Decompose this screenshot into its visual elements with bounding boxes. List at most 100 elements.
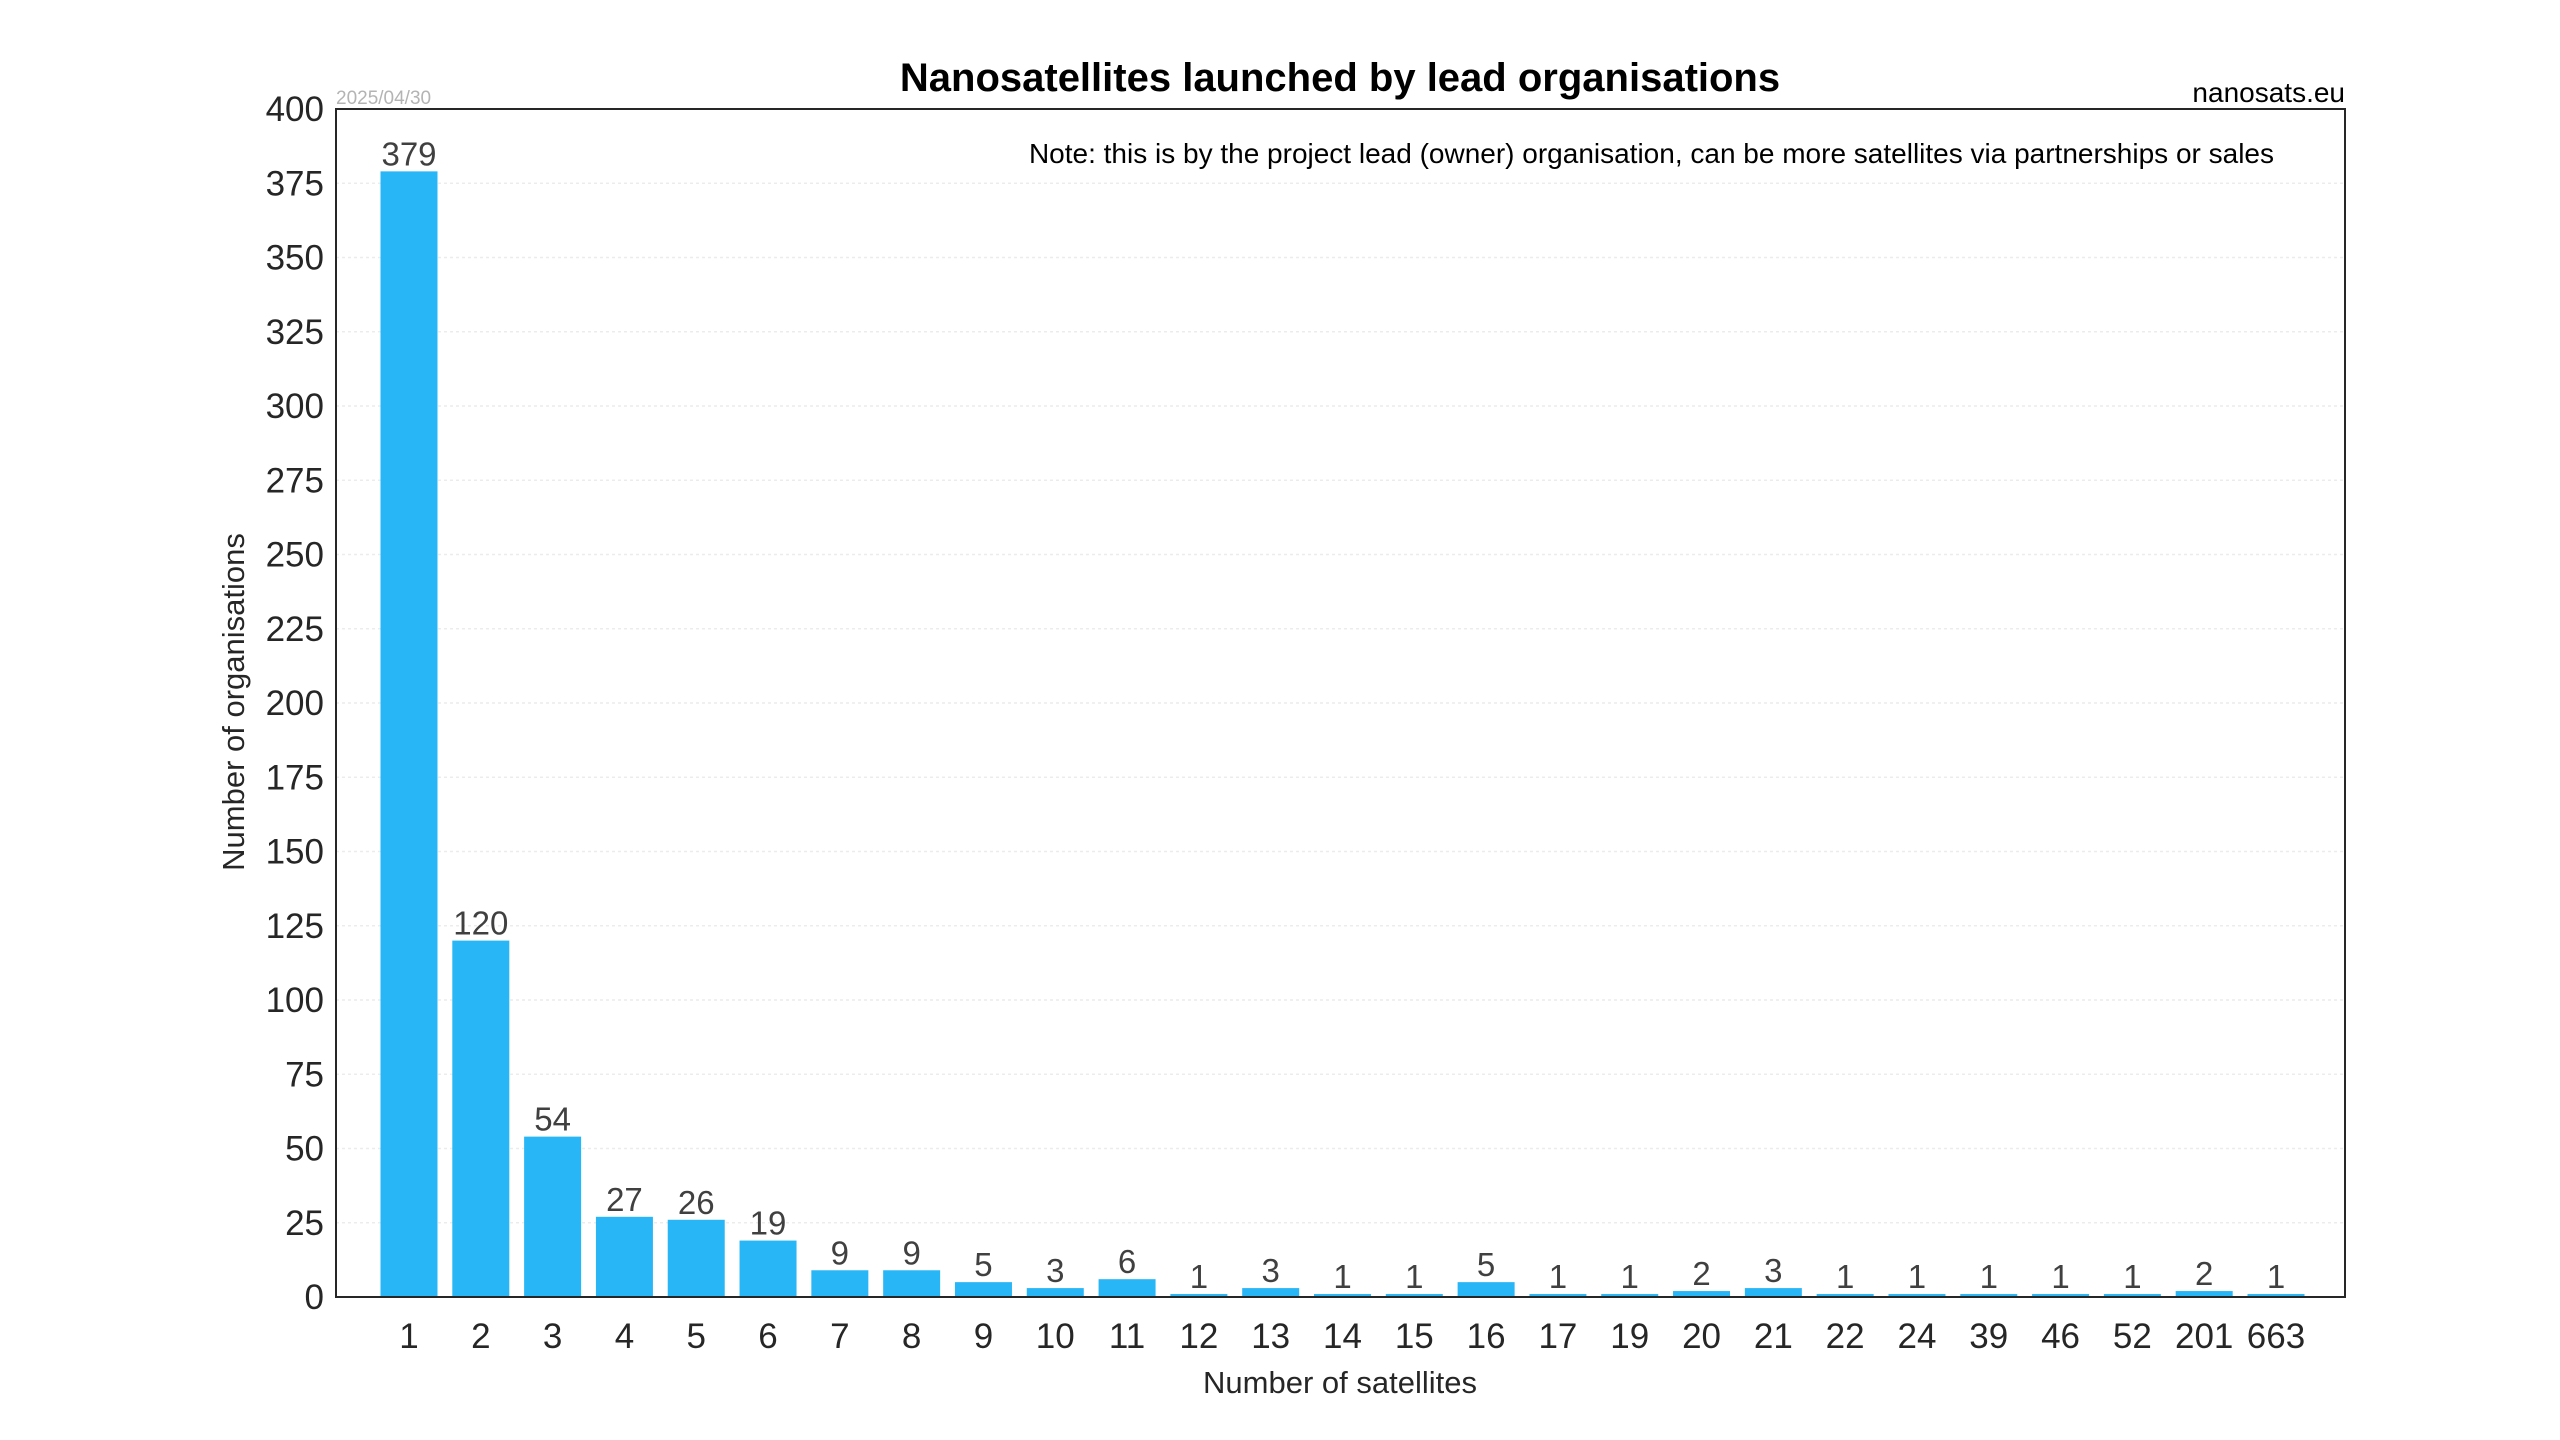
data-label: 26 [678, 1184, 715, 1221]
data-label: 1 [1836, 1258, 1854, 1295]
y-tick-label: 350 [266, 239, 324, 278]
bar [1385, 1294, 1443, 1297]
data-label: 2 [1692, 1255, 1710, 1292]
data-label: 3 [1046, 1252, 1064, 1289]
bar [1314, 1294, 1371, 1297]
x-tick-label: 10 [1036, 1317, 1075, 1356]
bar [883, 1270, 941, 1297]
bar [811, 1270, 869, 1297]
data-label: 1 [1333, 1258, 1351, 1295]
x-tick-label: 15 [1395, 1317, 1434, 1356]
bars [380, 171, 2305, 1297]
gridlines [336, 182, 2345, 1224]
bar [1457, 1282, 1515, 1297]
x-tick-label: 24 [1897, 1317, 1936, 1356]
bar [452, 940, 510, 1297]
chart-title: Nanosatellites launched by lead organisa… [900, 56, 1780, 100]
x-tick-label: 17 [1538, 1317, 1577, 1356]
bar [380, 171, 438, 1297]
data-label: 1 [1980, 1258, 1998, 1295]
data-label: 379 [381, 135, 436, 172]
x-tick-label: 6 [758, 1317, 777, 1356]
bar [2247, 1294, 2305, 1297]
data-label: 3 [1764, 1252, 1782, 1289]
y-tick-label: 0 [305, 1278, 324, 1317]
data-label: 1 [1908, 1258, 1926, 1295]
data-label: 27 [606, 1181, 643, 1218]
bar [1960, 1294, 2018, 1297]
x-tick-label: 52 [2113, 1317, 2152, 1356]
bar [1170, 1294, 1228, 1297]
x-tick-label: 11 [1109, 1317, 1145, 1356]
x-tick-label: 20 [1682, 1317, 1721, 1356]
x-axis-ticks: 1 2 3 4 5 6 7 8 9 10 11 12 13 14 15 16 17 19 20 21 22 24 39 46 5… [399, 1317, 2305, 1356]
data-label: 1 [1405, 1258, 1423, 1295]
x-tick-label: 14 [1323, 1317, 1362, 1356]
data-label: 9 [902, 1234, 920, 1271]
y-tick-label: 375 [266, 164, 324, 203]
data-label: 1 [2123, 1258, 2141, 1295]
bar [954, 1282, 1012, 1297]
x-tick-label: 7 [830, 1317, 849, 1356]
bar [1816, 1294, 1874, 1297]
date-stamp: 2025/04/30 [336, 88, 431, 109]
x-tick-label: 1 [399, 1317, 418, 1356]
y-tick-label: 75 [285, 1055, 324, 1094]
x-tick-label: 5 [686, 1317, 705, 1356]
y-tick-label: 400 [266, 90, 324, 129]
data-label: 5 [1477, 1246, 1495, 1283]
y-axis-label: Number of organisations [216, 533, 251, 871]
x-tick-label: 16 [1467, 1317, 1506, 1356]
bar [2103, 1294, 2161, 1297]
x-tick-label: 3 [543, 1317, 562, 1356]
bar [667, 1219, 725, 1297]
x-tick-label: 663 [2247, 1317, 2305, 1356]
bar [1888, 1294, 1946, 1297]
data-label: 120 [453, 905, 508, 942]
bar [1673, 1291, 1731, 1297]
bar [2175, 1291, 2233, 1297]
x-tick-label: 22 [1826, 1317, 1865, 1356]
data-label: 1 [1621, 1258, 1639, 1295]
y-tick-label: 175 [266, 758, 324, 797]
x-tick-label: 9 [974, 1317, 993, 1356]
bar [1098, 1279, 1156, 1297]
bar [1026, 1288, 1084, 1297]
data-label: 6 [1118, 1243, 1136, 1280]
data-label: 19 [750, 1205, 787, 1242]
x-tick-label: 8 [902, 1317, 921, 1356]
y-tick-label: 300 [266, 387, 324, 426]
data-label: 3 [1262, 1252, 1280, 1289]
y-tick-label: 275 [266, 461, 324, 500]
y-tick-label: 100 [266, 981, 324, 1020]
y-tick-label: 325 [266, 313, 324, 352]
data-label: 1 [1190, 1258, 1208, 1295]
y-tick-label: 150 [266, 833, 324, 872]
y-tick-label: 25 [285, 1204, 324, 1243]
bar [1529, 1294, 1587, 1297]
chart-note: Note: this is by the project lead (owner… [1029, 138, 2274, 169]
data-label: 5 [974, 1246, 992, 1283]
x-tick-label: 2 [471, 1317, 490, 1356]
source-label: nanosats.eu [2192, 77, 2345, 108]
x-tick-label: 4 [615, 1317, 634, 1356]
data-label: 1 [2267, 1258, 2285, 1295]
y-tick-label: 50 [285, 1130, 324, 1169]
bar [739, 1240, 797, 1297]
y-tick-label: 200 [266, 684, 324, 723]
bar [1601, 1294, 1659, 1297]
x-tick-label: 201 [2175, 1317, 2233, 1356]
x-tick-label: 21 [1754, 1317, 1793, 1356]
data-label: 1 [2051, 1258, 2069, 1295]
bar [2032, 1294, 2090, 1297]
bar [595, 1216, 653, 1297]
data-labels: 379 120 54 27 26 19 9 9 5 3 6 1 3 1 1 5 1 1 2 3 1 1 1 1 1 2 1 [381, 135, 2285, 1295]
bar [1242, 1288, 1300, 1297]
data-label: 1 [1549, 1258, 1567, 1295]
data-label: 54 [534, 1101, 571, 1138]
x-tick-label: 46 [2041, 1317, 2080, 1356]
data-label: 2 [2195, 1255, 2213, 1292]
y-tick-label: 250 [266, 536, 324, 575]
bar [1744, 1288, 1802, 1297]
